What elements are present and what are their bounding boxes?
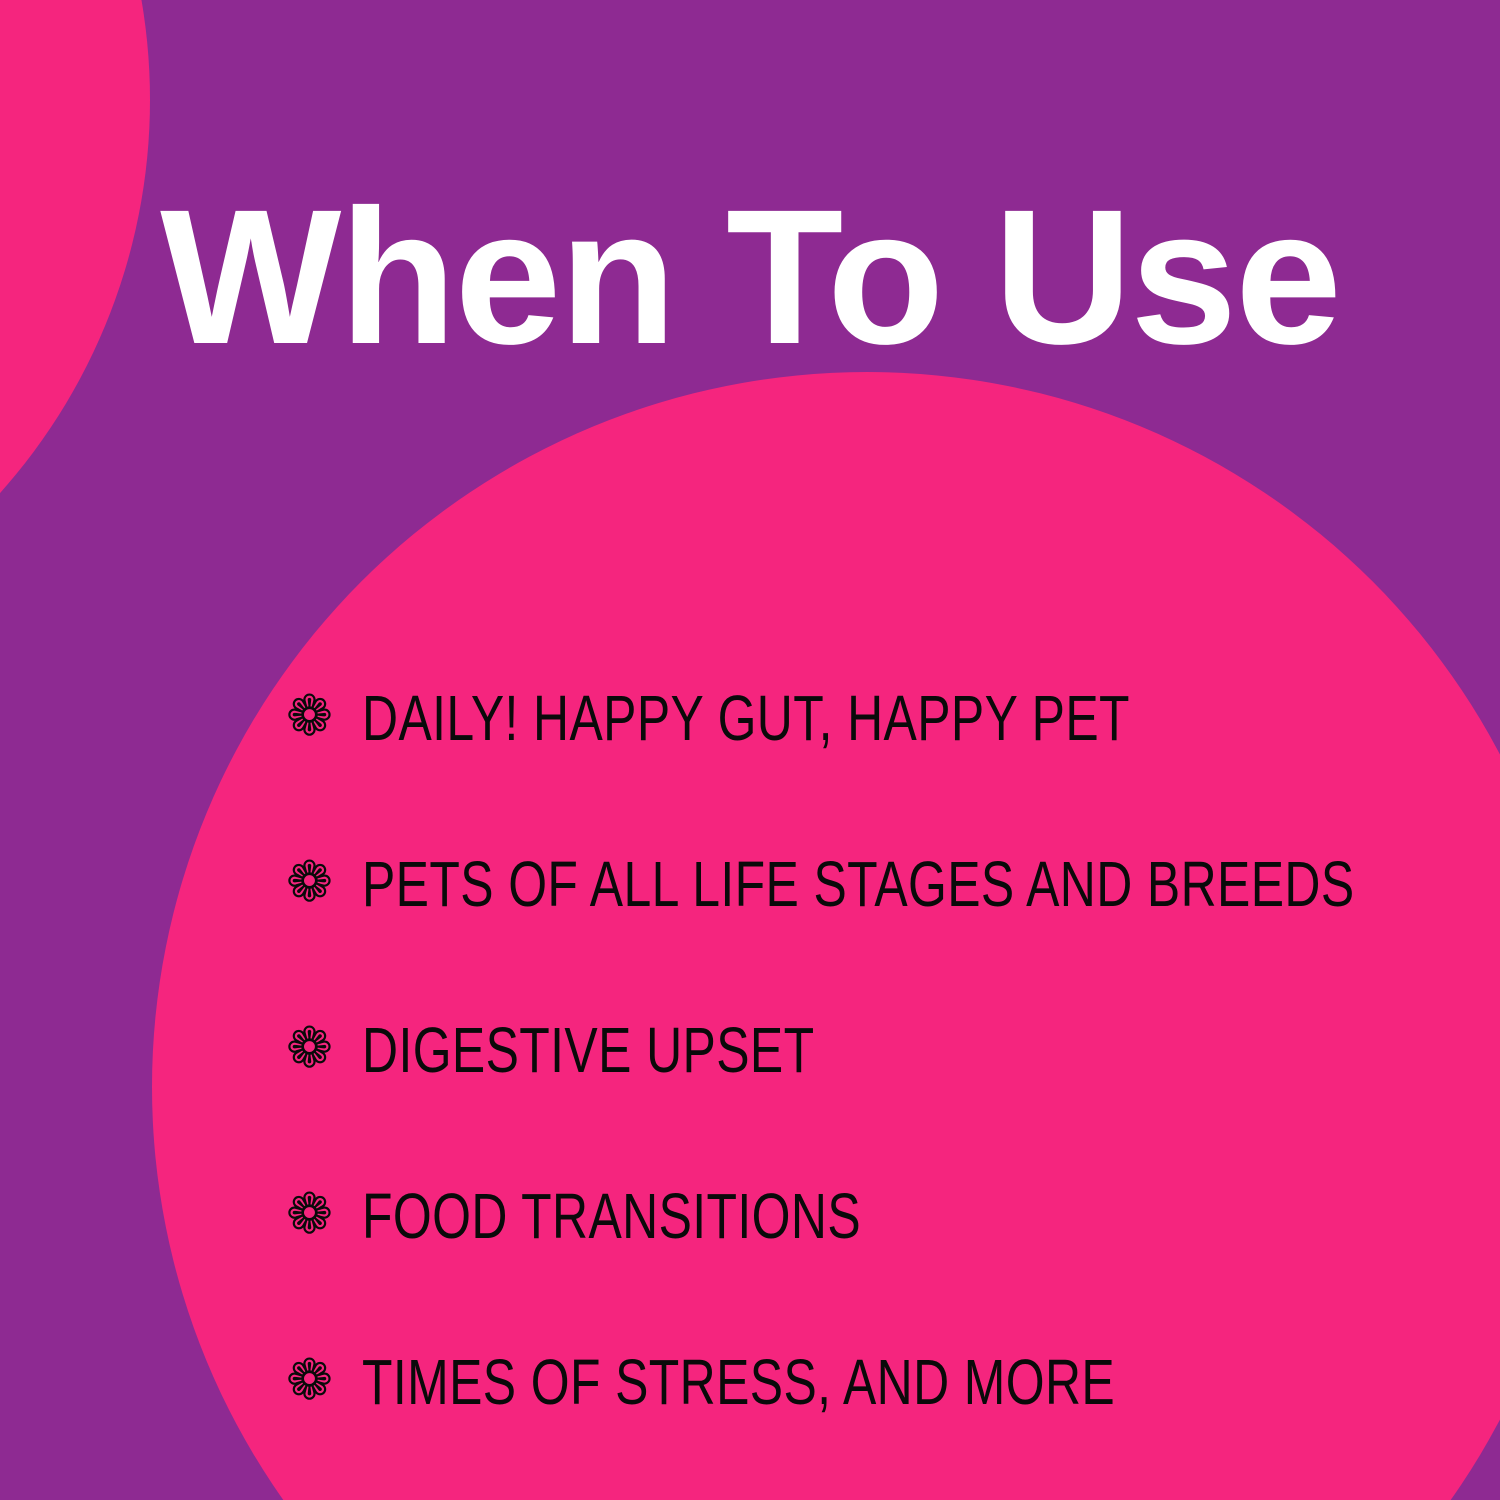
flower-bullet-icon: ❁ [286, 1182, 333, 1245]
flower-bullet-icon: ❁ [286, 684, 333, 747]
benefits-list: ❁ DAILY! HAPPY GUT, HAPPY PET ❁ PETS OF … [286, 672, 1440, 1428]
list-item-label: FOOD TRANSITIONS [362, 1180, 862, 1252]
list-item: ❁ PETS OF ALL LIFE STAGES AND BREEDS [286, 838, 1440, 930]
list-item: ❁ DIGESTIVE UPSET [286, 1004, 1440, 1096]
flower-bullet-icon: ❁ [286, 850, 333, 913]
flower-bullet-icon: ❁ [286, 1348, 333, 1411]
list-item: ❁ FOOD TRANSITIONS [286, 1170, 1440, 1262]
list-item: ❁ TIMES OF STRESS, AND MORE [286, 1336, 1440, 1428]
list-item-label: DIGESTIVE UPSET [362, 1014, 815, 1086]
list-item: ❁ DAILY! HAPPY GUT, HAPPY PET [286, 672, 1440, 764]
list-item-label: TIMES OF STRESS, AND MORE [362, 1346, 1116, 1418]
list-item-label: DAILY! HAPPY GUT, HAPPY PET [362, 682, 1130, 754]
page-title: When To Use [160, 168, 1342, 384]
list-item-label: PETS OF ALL LIFE STAGES AND BREEDS [362, 848, 1355, 920]
flower-bullet-icon: ❁ [286, 1016, 333, 1079]
